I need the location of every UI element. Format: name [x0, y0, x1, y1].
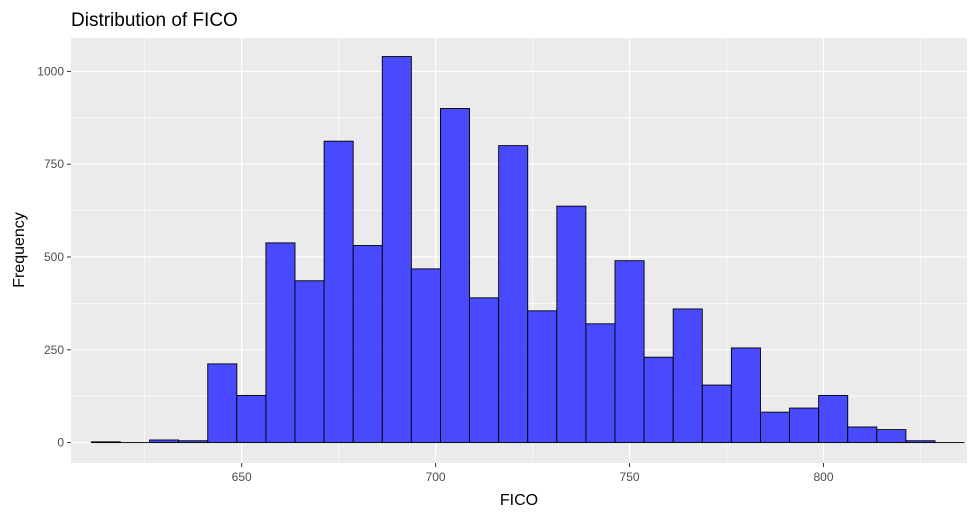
- histogram-bar: [410, 268, 441, 444]
- histogram-bar: [585, 323, 616, 444]
- histogram-bar: [847, 426, 878, 444]
- histogram-bar: [207, 363, 238, 444]
- histogram-bar: [672, 308, 703, 444]
- x-axis-ticks: 650 700 750 800: [232, 463, 834, 484]
- histogram-bar: [527, 310, 558, 444]
- histogram-bar: [876, 429, 907, 444]
- histogram-bar: [760, 411, 790, 444]
- y-tick-label: 1000: [37, 64, 64, 78]
- y-tick-label: 500: [44, 250, 64, 264]
- histogram-bar: [498, 145, 529, 444]
- y-axis-ticks: 0 250 500 750 1000: [37, 64, 71, 450]
- y-tick-label: 750: [44, 157, 64, 171]
- y-tick-label: 250: [44, 343, 64, 357]
- histogram-bar: [178, 440, 209, 444]
- x-tick-label: 800: [813, 470, 833, 484]
- histogram-bar: [818, 394, 849, 444]
- histogram-bars: [90, 56, 965, 444]
- histogram-bar: [294, 280, 325, 444]
- histogram-bar: [236, 394, 267, 444]
- histogram-bar: [352, 245, 383, 444]
- histogram-bar: [381, 56, 412, 444]
- histogram-bar: [614, 260, 645, 444]
- x-tick-label: 650: [232, 470, 252, 484]
- histogram-bar: [149, 439, 180, 444]
- histogram-bar: [90, 441, 121, 444]
- histogram-bar: [701, 384, 732, 444]
- x-axis-title: FICO: [500, 492, 538, 509]
- x-tick-label: 700: [426, 470, 446, 484]
- histogram-bar: [265, 242, 296, 444]
- histogram-bar: [905, 440, 936, 444]
- y-axis-title: Frequency: [11, 212, 28, 288]
- chart-title: Distribution of FICO: [71, 10, 238, 31]
- histogram-bar: [643, 356, 674, 444]
- histogram-bar: [323, 140, 354, 444]
- x-tick-label: 750: [620, 470, 640, 484]
- histogram-bar: [730, 347, 761, 444]
- histogram-bar: [789, 407, 820, 444]
- histogram-bar: [440, 108, 470, 444]
- histogram-bar: [556, 205, 587, 444]
- histogram-bar: [469, 297, 500, 444]
- y-tick-label: 0: [57, 436, 64, 450]
